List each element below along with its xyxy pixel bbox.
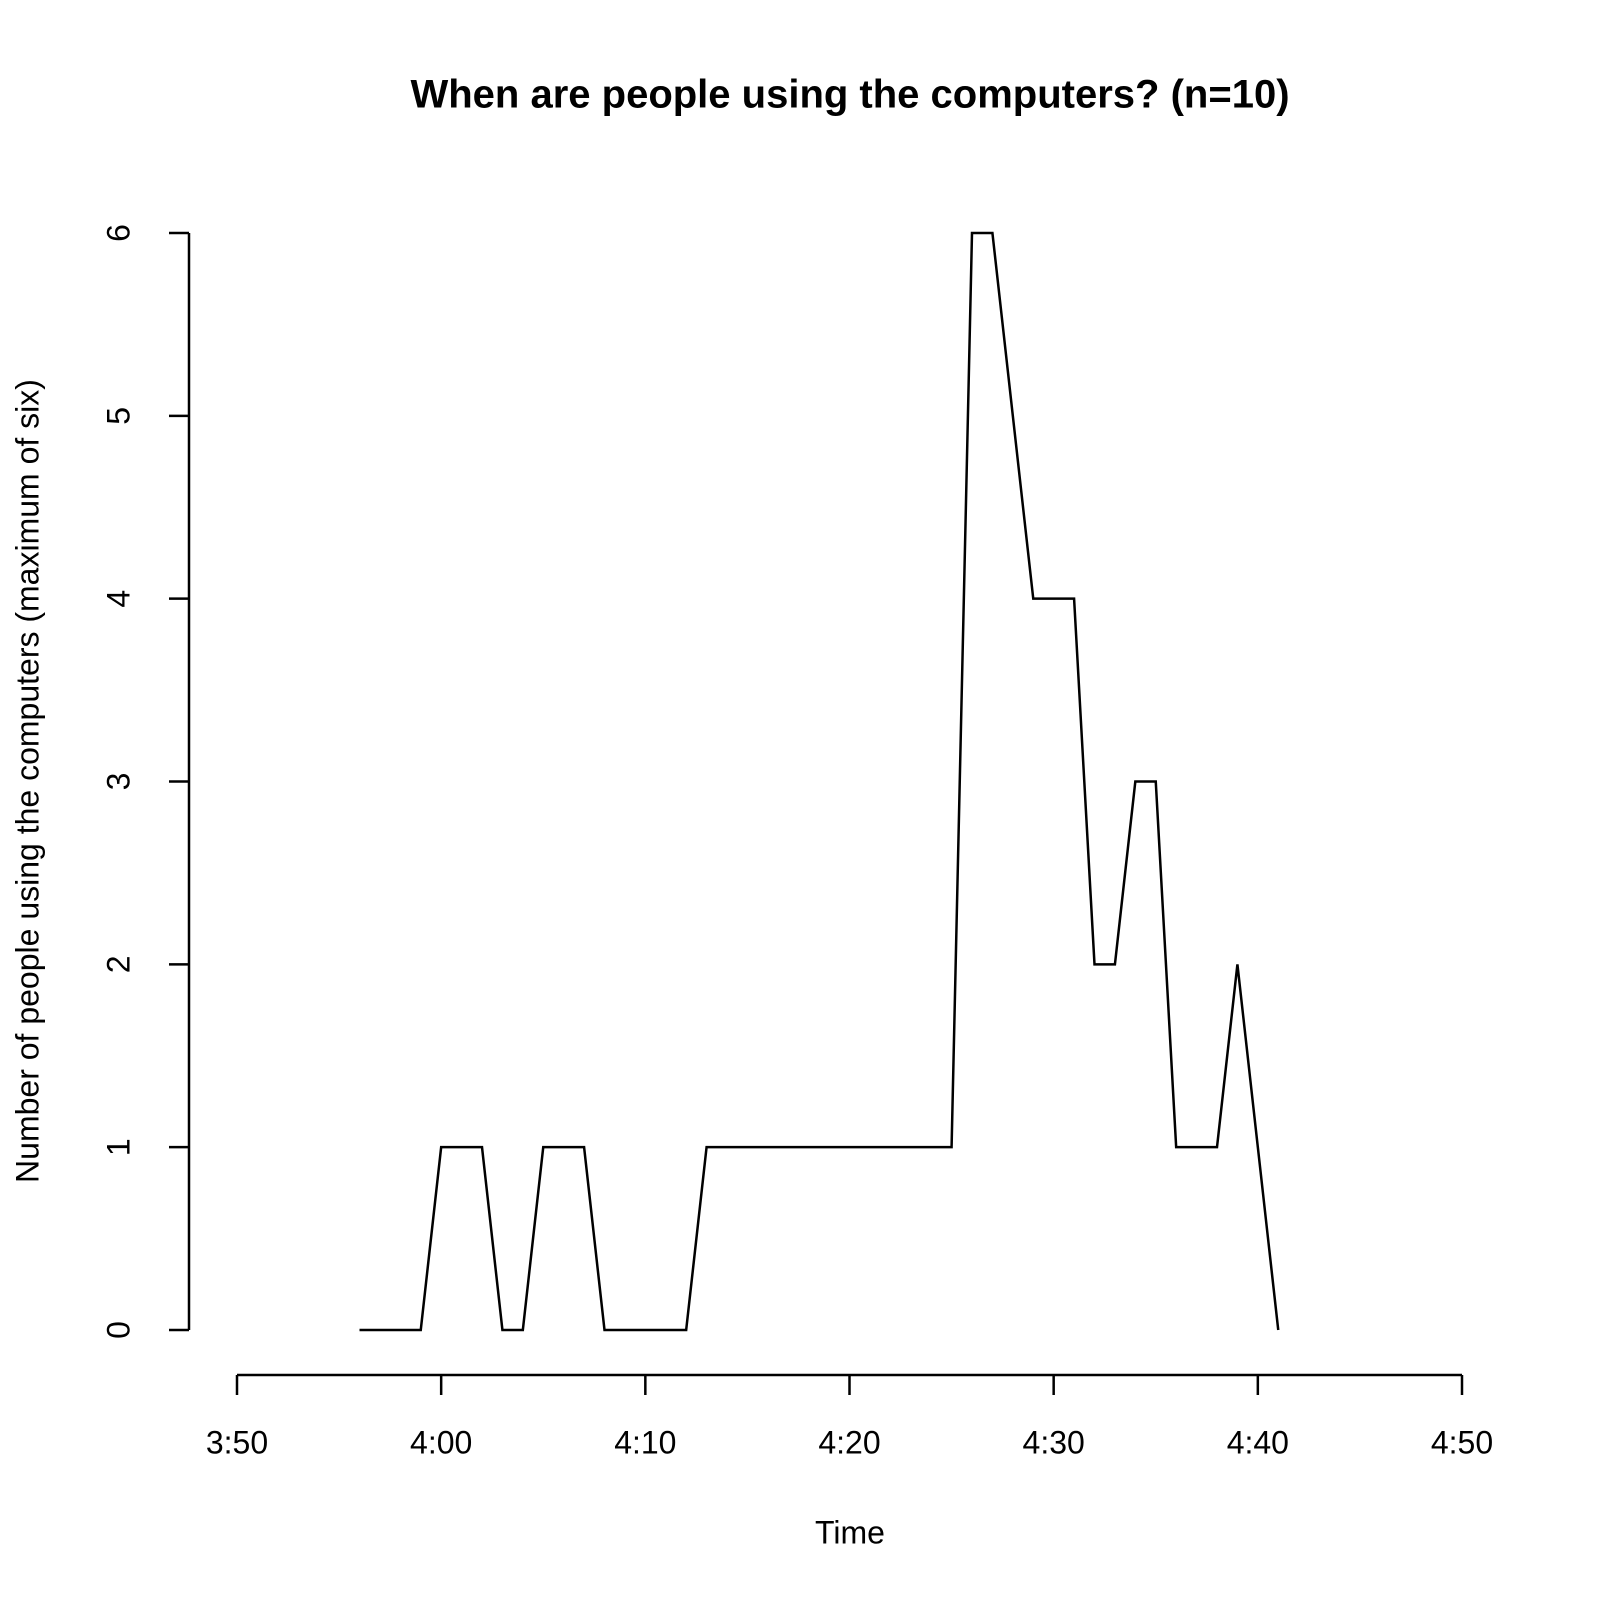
- x-tick-label: 4:00: [410, 1424, 472, 1460]
- y-tick-label: 1: [100, 1138, 136, 1156]
- data-line: [359, 231, 1280, 1332]
- y-axis-label: Number of people using the computers (ma…: [9, 379, 45, 1183]
- y-tick-label: 6: [100, 224, 136, 242]
- chart-title: When are people using the computers? (n=…: [410, 73, 1289, 117]
- y-tick-label: 2: [100, 955, 136, 973]
- y-tick-label: 3: [100, 773, 136, 791]
- x-tick-label: 4:10: [614, 1424, 676, 1460]
- x-tick-label: 4:50: [1431, 1424, 1493, 1460]
- y-tick-label: 5: [100, 407, 136, 425]
- x-tick-label: 4:20: [818, 1424, 880, 1460]
- x-tick-label: 3:50: [206, 1424, 268, 1460]
- x-axis-label: Time: [815, 1514, 885, 1550]
- y-tick-label: 0: [100, 1321, 136, 1339]
- x-tick-label: 4:30: [1023, 1424, 1085, 1460]
- y-tick-label: 4: [100, 590, 136, 608]
- x-tick-label: 4:40: [1227, 1424, 1289, 1460]
